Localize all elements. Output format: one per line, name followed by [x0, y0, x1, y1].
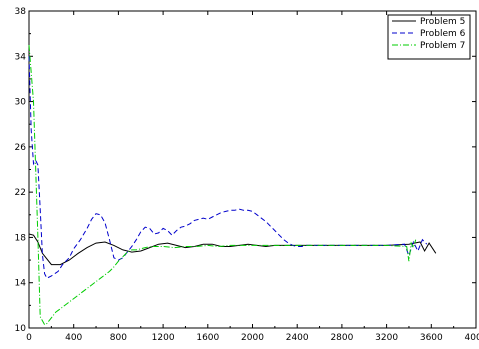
- plot-area: [28, 10, 477, 329]
- y-tick-label: 26: [15, 143, 27, 153]
- legend-label-problem-5: Problem 5: [420, 17, 465, 27]
- legend: Problem 5 Problem 6 Problem 7: [387, 14, 471, 60]
- x-tick-label: 2000: [241, 333, 264, 343]
- y-tick-label: 10: [15, 324, 27, 334]
- y-tick-label: 18: [15, 233, 27, 243]
- x-tick-label: 4000: [465, 333, 479, 343]
- x-tick-label: 2800: [330, 333, 353, 343]
- x-tick-label: 2400: [286, 333, 309, 343]
- x-tick-label: 400: [65, 333, 82, 343]
- x-tick-label: 3600: [420, 333, 443, 343]
- axes: 0 400 800 1200 1600 2000 2400 2800 3200 3600 4000 1…: [15, 7, 479, 343]
- series-line-problem-6: [28, 56, 428, 279]
- y-tick-label: 22: [15, 188, 26, 198]
- legend-box: [387, 14, 471, 60]
- x-tick-label: 800: [110, 333, 127, 343]
- y-tick-label: 38: [15, 7, 27, 17]
- x-tick-label: 0: [26, 333, 32, 343]
- legend-label-problem-7: Problem 7: [420, 41, 465, 51]
- x-tick-label: 1200: [152, 333, 175, 343]
- y-tick-label: 30: [15, 98, 27, 108]
- series-line-problem-7: [28, 44, 417, 326]
- x-tick-label: 1600: [196, 333, 219, 343]
- series-layer: [28, 44, 437, 326]
- legend-label-problem-6: Problem 6: [420, 29, 466, 39]
- x-tick-label: 3200: [375, 333, 398, 343]
- plot-frame: [28, 10, 477, 329]
- y-tick-label: 14: [15, 279, 27, 289]
- y-tick-label: 34: [15, 52, 27, 62]
